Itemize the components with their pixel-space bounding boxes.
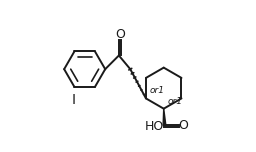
Text: HO: HO [145,120,164,133]
Text: or1: or1 [150,86,165,95]
Text: or1: or1 [167,97,183,106]
Text: O: O [178,119,188,132]
Text: O: O [115,28,125,41]
Polygon shape [163,109,166,125]
Text: I: I [72,93,76,107]
